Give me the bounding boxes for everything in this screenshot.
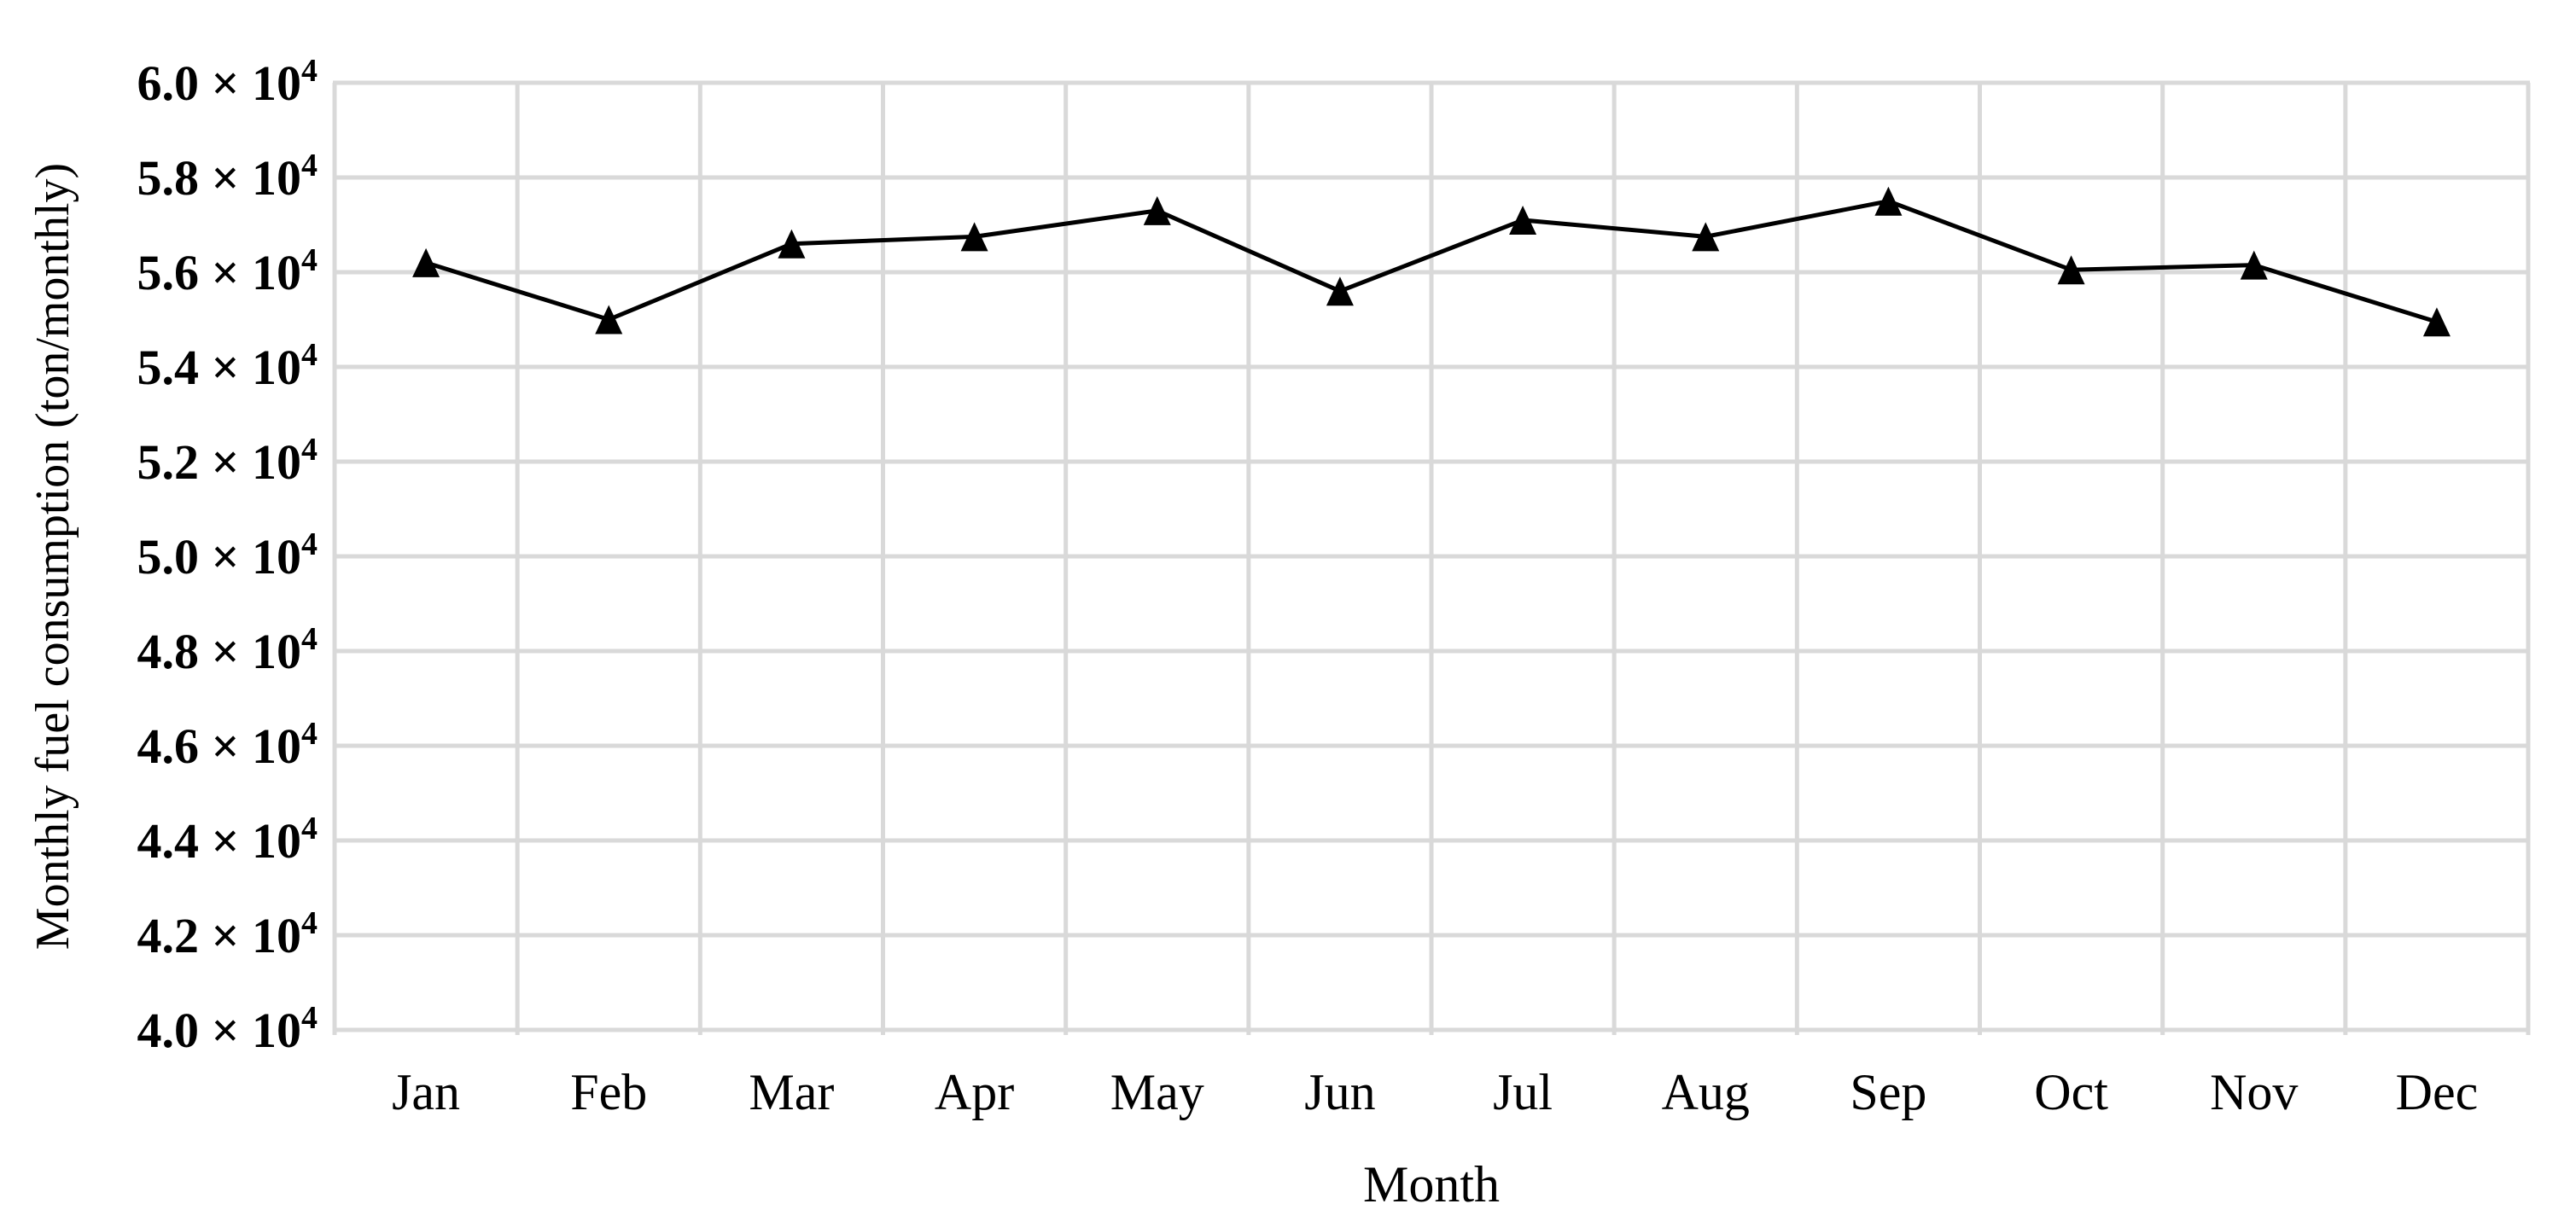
x-tick-label: Nov bbox=[2210, 1064, 2298, 1120]
y-tick-exponent: 4 bbox=[301, 337, 318, 373]
data-point-marker bbox=[1326, 276, 1354, 306]
y-tick-label: 5.4 × 104 bbox=[137, 337, 318, 395]
y-tick-exponent: 4 bbox=[301, 526, 318, 562]
data-line bbox=[423, 199, 2439, 324]
data-point-marker bbox=[1143, 195, 1171, 225]
y-tick-label: 4.4 × 104 bbox=[137, 811, 318, 869]
y-tick-label: 4.8 × 104 bbox=[137, 621, 318, 679]
y-tick-exponent: 4 bbox=[301, 148, 318, 183]
y-tick-label: 5.6 × 104 bbox=[137, 242, 318, 300]
x-tick-label: Apr bbox=[935, 1064, 1014, 1120]
x-axis-tick-labels: Jan Feb Mar Apr May Jun Jul Aug Sep Oct Nov Dec bbox=[392, 1064, 2478, 1120]
data-markers bbox=[412, 186, 2451, 337]
y-axis-title: Monthly fuel consumption (ton/monthly) bbox=[26, 163, 79, 950]
y-tick-label: 5.2 × 104 bbox=[137, 432, 318, 490]
data-point-marker bbox=[1692, 222, 1720, 252]
data-point-marker bbox=[960, 222, 988, 252]
x-tick-label: Mar bbox=[749, 1064, 834, 1120]
x-tick-label: Jan bbox=[392, 1064, 460, 1120]
data-point-marker bbox=[1874, 186, 1903, 216]
y-tick-exponent: 4 bbox=[301, 716, 318, 752]
data-point-marker bbox=[412, 247, 440, 277]
data-point-marker bbox=[778, 229, 806, 259]
data-point-marker bbox=[1509, 205, 1537, 235]
x-tick-label: Jun bbox=[1304, 1064, 1375, 1120]
y-tick-label: 4.2 × 104 bbox=[137, 905, 318, 963]
y-tick-exponent: 4 bbox=[301, 242, 318, 278]
x-tick-label: May bbox=[1110, 1064, 1204, 1120]
x-tick-label: Dec bbox=[2396, 1064, 2479, 1120]
y-tick-exponent: 4 bbox=[301, 905, 318, 941]
x-tick-label: Oct bbox=[2034, 1064, 2108, 1120]
y-axis-tick-labels: 6.0 × 104 5.8 × 104 5.6 × 104 5.4 × 104 5.2 … bbox=[137, 53, 318, 1058]
y-tick-label: 5.8 × 104 bbox=[137, 148, 318, 206]
y-tick-label: 4.0 × 104 bbox=[137, 1000, 318, 1058]
data-point-marker bbox=[2422, 307, 2451, 337]
data-point-marker bbox=[2057, 255, 2085, 285]
gridlines bbox=[332, 80, 2531, 1035]
y-tick-exponent: 4 bbox=[301, 811, 318, 846]
data-point-marker bbox=[595, 305, 623, 334]
x-axis-title: Month bbox=[1363, 1156, 1500, 1212]
x-tick-label: Aug bbox=[1662, 1064, 1750, 1120]
x-tick-label: Feb bbox=[570, 1064, 647, 1120]
y-tick-label: 4.6 × 104 bbox=[137, 716, 318, 774]
y-tick-label: 5.0 × 104 bbox=[137, 526, 318, 584]
y-tick-exponent: 4 bbox=[301, 621, 318, 657]
y-tick-exponent: 4 bbox=[301, 1000, 318, 1036]
x-tick-label: Jul bbox=[1493, 1064, 1553, 1120]
data-point-marker bbox=[2240, 250, 2268, 280]
y-tick-label: 6.0 × 104 bbox=[137, 53, 318, 111]
y-tick-exponent: 4 bbox=[301, 53, 318, 89]
x-tick-label: Sep bbox=[1850, 1064, 1926, 1120]
y-tick-exponent: 4 bbox=[301, 432, 318, 468]
